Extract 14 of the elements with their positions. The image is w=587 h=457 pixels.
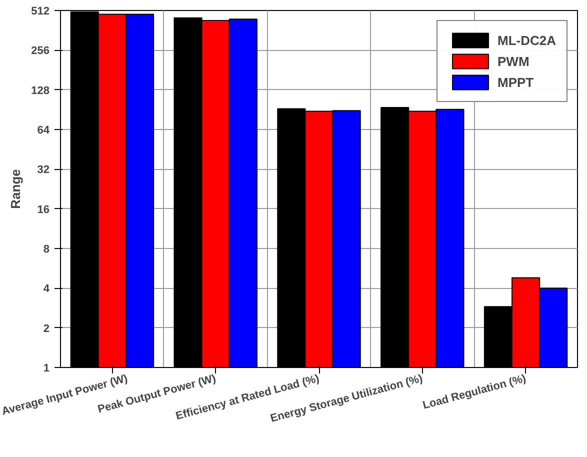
y-tick-label: 1	[43, 362, 50, 374]
legend-label: ML-DC2A	[498, 32, 556, 48]
y-tick-label: 64	[37, 124, 50, 136]
y-tick-label: 128	[31, 84, 50, 97]
legend-label: MPPT	[498, 74, 534, 90]
legend-label: PWM	[498, 54, 530, 68]
y-tick-label: 16	[37, 204, 50, 216]
y-tick-label: 2	[43, 322, 50, 335]
y-tick-label: 8	[43, 244, 50, 256]
y-tick-label: 512	[31, 6, 50, 18]
y-axis-title: Range	[8, 169, 24, 209]
y-tick-label: 32	[37, 164, 50, 176]
y-tick-label: 4	[43, 283, 50, 296]
y-tick-label: 256	[31, 45, 50, 58]
